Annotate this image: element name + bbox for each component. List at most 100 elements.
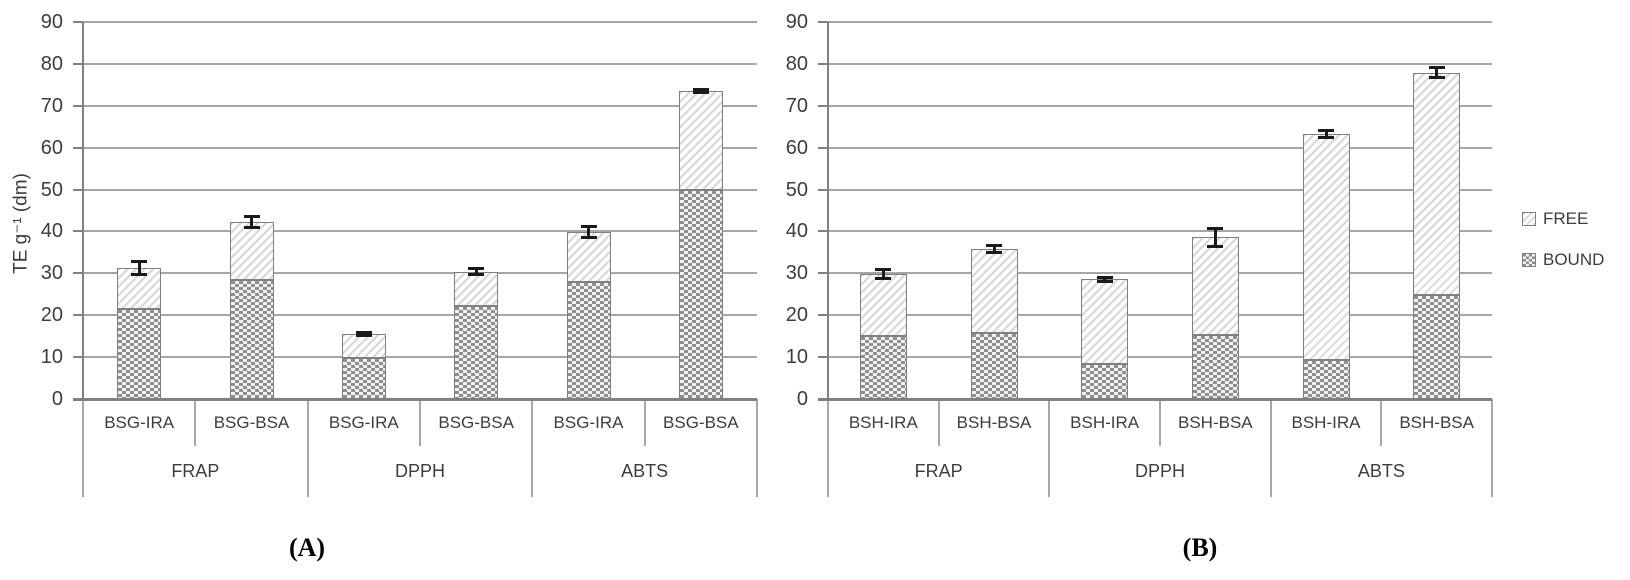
error-bar-cap-bottom bbox=[875, 277, 892, 281]
gridline bbox=[828, 356, 1492, 359]
y-tick-label: 60 bbox=[40, 136, 63, 159]
bar-segment-bound bbox=[1413, 295, 1461, 399]
bar-segment-bound bbox=[1081, 363, 1129, 399]
error-bar bbox=[992, 244, 996, 254]
group-label: DPPH bbox=[394, 460, 445, 481]
legend-item-free: FREE bbox=[1522, 208, 1604, 230]
error-bar bbox=[137, 261, 141, 276]
y-tick-label: 0 bbox=[796, 388, 808, 410]
error-bar-cap-bottom bbox=[692, 90, 709, 94]
error-bar-cap-top bbox=[355, 331, 372, 335]
group-label: DPPH bbox=[1134, 460, 1185, 481]
error-bar-cap-top bbox=[1096, 275, 1113, 279]
error-bar-cap-bottom bbox=[1318, 135, 1334, 139]
bar-segment-free bbox=[566, 232, 611, 282]
y-axis-line bbox=[82, 22, 84, 399]
y-axis-line bbox=[827, 22, 829, 399]
y-axis-tick bbox=[818, 188, 828, 191]
y-axis-tick bbox=[73, 62, 83, 65]
error-bar-cap-bottom bbox=[580, 236, 597, 240]
y-axis-tick bbox=[73, 272, 83, 275]
bar-segment-free bbox=[341, 334, 386, 359]
error-bar-cap-top bbox=[580, 225, 597, 229]
category-separator-line bbox=[643, 399, 646, 446]
error-bar-cap-bottom bbox=[1428, 76, 1445, 80]
gridline bbox=[83, 314, 757, 317]
category-label: BSG-BSA bbox=[213, 412, 290, 432]
gridline bbox=[83, 104, 757, 107]
category-label: BSH-BSA bbox=[1178, 412, 1253, 432]
bar-segment-bound bbox=[566, 281, 611, 399]
error-bar-cap-bottom bbox=[468, 273, 485, 276]
bar-segment-bound bbox=[1191, 334, 1239, 399]
bar-segment-free bbox=[454, 271, 499, 306]
bar-segment-bound bbox=[859, 336, 907, 399]
y-axis-tick bbox=[73, 146, 83, 149]
gridline bbox=[83, 146, 757, 149]
gridline bbox=[83, 21, 757, 23]
category-separator-line bbox=[419, 399, 421, 446]
y-axis-tick bbox=[73, 104, 83, 107]
y-axis-tick bbox=[818, 356, 828, 359]
free-pattern-swatch bbox=[1522, 212, 1536, 226]
y-axis-tick bbox=[73, 356, 83, 359]
y-tick-label: 20 bbox=[40, 304, 63, 327]
error-bar-cap-top bbox=[468, 267, 485, 271]
gridline bbox=[83, 230, 757, 233]
category-label: BSG-IRA bbox=[553, 412, 624, 432]
y-axis-tick bbox=[818, 146, 828, 149]
bar-segment-free bbox=[859, 274, 907, 337]
y-axis-tick bbox=[73, 188, 83, 191]
error-bar bbox=[474, 268, 478, 275]
error-bar bbox=[881, 269, 885, 280]
group-boundary-line bbox=[756, 399, 758, 497]
y-tick-label: 30 bbox=[40, 262, 63, 285]
error-bar bbox=[1103, 276, 1107, 282]
group-boundary-line bbox=[531, 399, 534, 497]
bar-segment-bound bbox=[678, 189, 723, 399]
error-bar-cap-top bbox=[243, 214, 260, 218]
error-bar-cap-bottom bbox=[131, 273, 148, 277]
category-label: BSG-IRA bbox=[104, 412, 175, 432]
group-label: FRAP bbox=[914, 460, 963, 481]
y-tick-label: 70 bbox=[785, 94, 808, 117]
bar-segment-bound bbox=[970, 333, 1018, 399]
y-axis-tick bbox=[818, 21, 828, 23]
bar-segment-bound bbox=[454, 305, 499, 399]
y-tick-label: 30 bbox=[785, 262, 808, 285]
bar-segment-bound bbox=[229, 279, 274, 399]
y-tick-label: 90 bbox=[785, 11, 808, 33]
group-boundary-line bbox=[827, 399, 829, 497]
group-label: ABTS bbox=[621, 460, 669, 481]
group-boundary-line bbox=[1491, 399, 1493, 497]
y-axis-tick bbox=[73, 21, 83, 23]
category-label: BSH-BSA bbox=[1399, 412, 1474, 432]
bar-segment-free bbox=[1081, 279, 1129, 364]
y-axis-tick bbox=[818, 272, 828, 275]
gridline bbox=[83, 188, 757, 191]
gridline bbox=[83, 356, 757, 359]
y-axis-tick bbox=[73, 314, 83, 317]
error-bar-cap-top bbox=[986, 243, 1002, 247]
y-tick-label: 10 bbox=[785, 346, 808, 369]
error-bar-cap-bottom bbox=[986, 251, 1002, 255]
category-label: BSH-IRA bbox=[848, 412, 918, 432]
legend: FREE BOUND bbox=[1522, 208, 1604, 290]
y-axis-tick bbox=[818, 104, 828, 107]
y-tick-label: 10 bbox=[40, 346, 63, 369]
gridline bbox=[828, 188, 1492, 191]
bar-segment-free bbox=[1302, 133, 1350, 361]
y-axis-tick bbox=[818, 314, 828, 317]
y-tick-label: 50 bbox=[785, 178, 808, 201]
gridline bbox=[828, 314, 1492, 317]
error-bar-cap-top bbox=[875, 268, 892, 272]
y-tick-label: 70 bbox=[40, 94, 63, 117]
bound-pattern-swatch bbox=[1522, 253, 1536, 267]
y-tick-label: 60 bbox=[785, 136, 808, 159]
gridline bbox=[828, 146, 1492, 149]
legend-item-bound: BOUND bbox=[1522, 249, 1604, 271]
panel-a-caption: (A) bbox=[288, 533, 326, 562]
bar-segment-free bbox=[1191, 237, 1239, 335]
error-bar-cap-bottom bbox=[355, 333, 372, 337]
